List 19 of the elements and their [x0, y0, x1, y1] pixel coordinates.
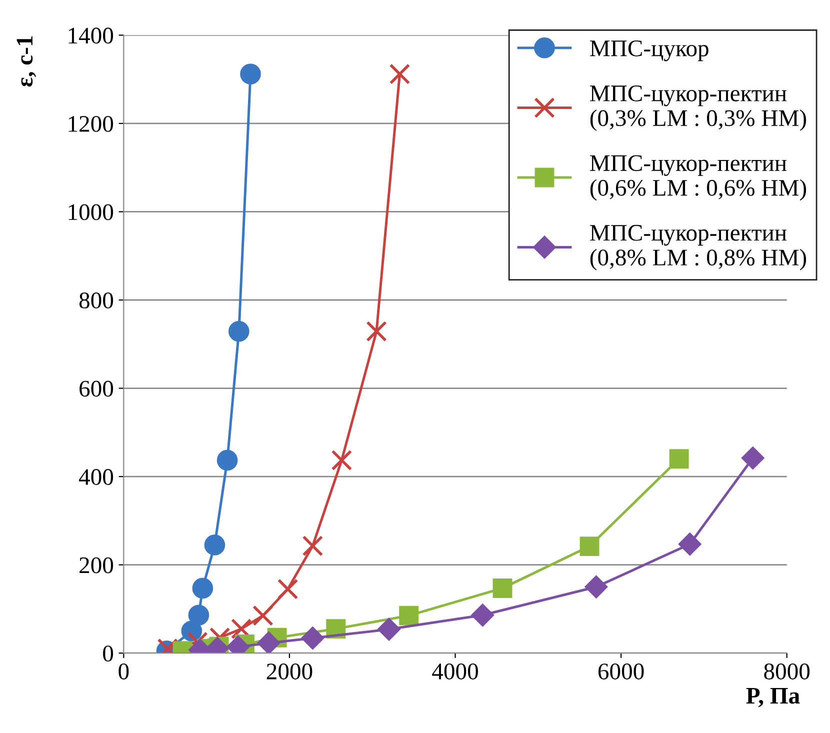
y-tick-label: 1400: [68, 28, 114, 44]
legend-label: МПС-цукор-пектин (0,8% LM : 0,8% HM): [590, 224, 806, 270]
legend-label: МПС-цукор-пектин (0,6% LM : 0,6% HM): [590, 155, 806, 201]
x-tick-label: 2000: [266, 664, 312, 680]
y-tick-label: 0: [103, 646, 114, 662]
x-axis-title: P, Па: [746, 688, 800, 708]
x-tick-label: 4000: [432, 664, 478, 680]
y-tick-label: 1000: [68, 204, 114, 220]
y-tick-label: 1200: [68, 116, 114, 132]
y-tick-label: 400: [78, 469, 114, 485]
legend-label: МПС-цукор-пектин (0,3% LM : 0,3% HM): [590, 85, 806, 131]
x-tick-label: 0: [118, 664, 129, 680]
y-tick-label: 800: [79, 292, 114, 308]
x-tick-label: 8000: [764, 664, 810, 680]
y-tick-label: 200: [80, 557, 114, 574]
y-tick-label: 600: [80, 380, 114, 397]
y-axis-title: ε, с-1: [16, 36, 36, 87]
x-tick-label: 6000: [598, 664, 644, 680]
legend-label: МПС-цукор: [590, 40, 708, 62]
